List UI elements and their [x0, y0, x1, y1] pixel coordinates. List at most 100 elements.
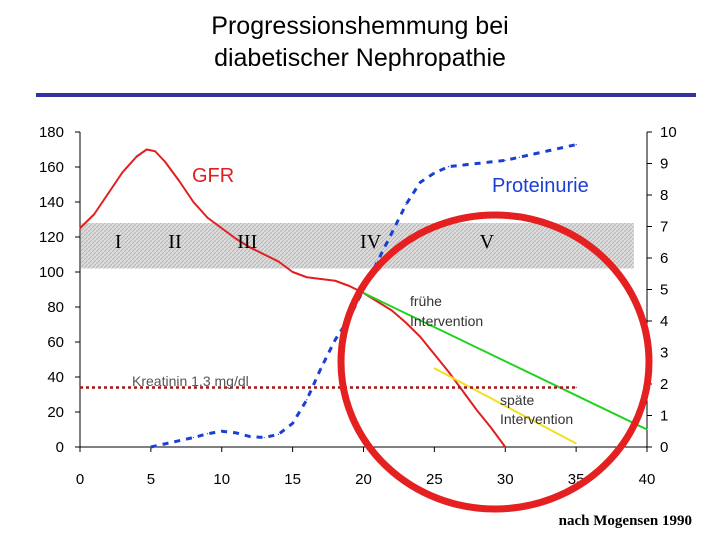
chart-title: Progressionshemmung bei diabetischer Nep… — [0, 10, 720, 74]
y-left-tick-label: 0 — [56, 439, 64, 456]
data-point — [136, 155, 138, 158]
data-point — [504, 159, 506, 161]
data-point — [433, 367, 435, 369]
data-point — [292, 271, 294, 273]
y-right-tick-label: 9 — [660, 156, 668, 173]
data-point — [249, 436, 251, 438]
title-line-1: Progressionshemmung bei — [211, 12, 509, 40]
data-point — [263, 436, 265, 439]
data-point — [334, 280, 336, 282]
annotation-5: späte — [500, 392, 534, 408]
data-point — [178, 440, 180, 442]
data-point — [334, 339, 336, 341]
stage-label: I — [115, 231, 122, 253]
x-tick-label: 20 — [355, 471, 372, 488]
stage-label: II — [168, 231, 181, 253]
data-point — [490, 161, 492, 163]
data-point — [235, 432, 237, 434]
data-point — [320, 278, 322, 280]
data-point — [405, 203, 407, 206]
annotation-1: Proteinurie — [492, 175, 589, 197]
x-tick-label: 30 — [497, 471, 514, 488]
y-right-tick-label: 0 — [660, 439, 668, 456]
data-point — [646, 428, 648, 431]
data-point — [575, 144, 577, 146]
data-point — [391, 232, 393, 234]
title-line-2: diabetischer Nephropathie — [214, 44, 506, 72]
stage-band — [81, 223, 634, 269]
data-point — [320, 367, 322, 369]
x-tick-label: 10 — [213, 471, 230, 488]
data-point — [192, 436, 194, 439]
data-point — [235, 238, 237, 240]
data-point — [164, 443, 166, 445]
stage-label: V — [480, 231, 495, 253]
y-left-tick-label: 80 — [47, 299, 64, 316]
annotation-2: frühe — [410, 293, 442, 309]
y-right-tick-label: 8 — [660, 187, 668, 204]
data-point — [518, 156, 521, 158]
data-point — [547, 150, 549, 152]
source-note: nach Mogensen 1990 — [558, 513, 692, 529]
data-point — [433, 172, 435, 174]
series-line-3 — [433, 367, 577, 445]
highlight-circle — [337, 211, 653, 513]
data-point — [164, 161, 166, 163]
y-right-tick-label: 1 — [660, 408, 668, 425]
x-tick-label: 0 — [76, 471, 84, 488]
series-line-2 — [363, 292, 648, 431]
data-point — [221, 227, 223, 229]
data-point — [391, 309, 393, 312]
data-point — [476, 409, 478, 411]
stage-label: III — [237, 231, 257, 253]
data-point — [306, 399, 308, 401]
y-right-tick-label: 2 — [660, 376, 668, 393]
data-point — [154, 150, 156, 152]
data-point — [405, 322, 407, 324]
y-left-tick-label: 140 — [39, 194, 64, 211]
data-point — [490, 427, 492, 429]
stage-label: IV — [360, 231, 382, 253]
y-left-tick-label: 160 — [39, 159, 64, 176]
data-point — [146, 148, 148, 151]
y-left-tick-label: 120 — [39, 229, 64, 246]
data-point — [263, 253, 265, 256]
data-point — [150, 446, 152, 448]
data-point — [79, 386, 81, 389]
data-point — [462, 390, 464, 392]
data-point — [533, 153, 535, 155]
y-right-tick-label: 3 — [660, 345, 668, 362]
annotation-6: Intervention — [500, 411, 573, 427]
y-left-tick-label: 20 — [47, 404, 64, 421]
data-point — [93, 213, 95, 215]
data-point — [419, 336, 421, 338]
x-tick-label: 15 — [284, 471, 301, 488]
y-right-tick-label: 6 — [660, 250, 668, 267]
data-point — [476, 162, 478, 165]
title-divider — [36, 93, 696, 97]
data-point — [419, 181, 421, 183]
data-point — [362, 292, 365, 294]
data-point — [447, 166, 450, 168]
data-point — [348, 285, 350, 287]
data-point — [575, 386, 577, 389]
annotation-0: GFR — [192, 165, 234, 187]
data-point — [192, 201, 194, 203]
x-tick-label: 25 — [426, 471, 443, 488]
data-point — [249, 246, 251, 249]
data-point — [462, 164, 464, 166]
data-point — [306, 276, 308, 278]
series-line-0 — [79, 148, 507, 448]
data-point — [206, 433, 209, 435]
data-point — [79, 227, 81, 229]
data-point — [292, 422, 294, 424]
data-point — [178, 180, 180, 182]
data-point — [277, 433, 280, 435]
data-point — [433, 353, 435, 355]
y-right-tick-label: 5 — [660, 282, 668, 299]
data-point — [221, 430, 223, 432]
data-point — [377, 301, 379, 303]
data-point — [107, 192, 109, 194]
x-tick-label: 5 — [147, 471, 155, 488]
